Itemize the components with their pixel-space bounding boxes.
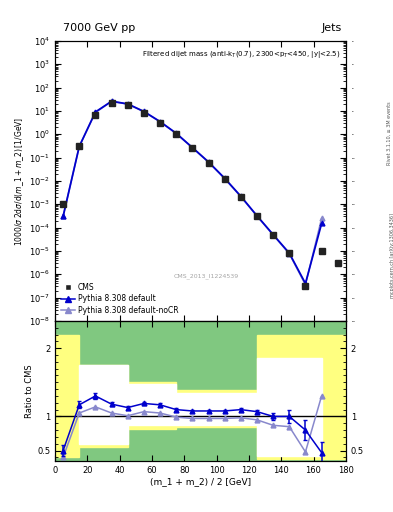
Bar bbox=[257, 358, 321, 456]
Bar bbox=[128, 382, 176, 429]
Bar bbox=[55, 334, 79, 457]
Text: Rivet 3.1.10, ≥ 3M events: Rivet 3.1.10, ≥ 3M events bbox=[387, 101, 391, 165]
Text: Filtered dijet mass (anti-k$_T$(0.7), 2300<p$_T$<450, |y|<2.5): Filtered dijet mass (anti-k$_T$(0.7), 23… bbox=[142, 49, 341, 60]
Bar bbox=[257, 334, 321, 459]
Y-axis label: Ratio to CMS: Ratio to CMS bbox=[25, 364, 34, 418]
Text: CMS_2013_I1224539: CMS_2013_I1224539 bbox=[174, 273, 239, 279]
Text: mcplots.cern.ch [arXiv:1306.3436]: mcplots.cern.ch [arXiv:1306.3436] bbox=[390, 214, 393, 298]
Bar bbox=[79, 365, 128, 444]
Bar bbox=[79, 365, 128, 447]
X-axis label: (m_1 + m_2) / 2 [GeV]: (m_1 + m_2) / 2 [GeV] bbox=[150, 477, 251, 486]
Legend: CMS, Pythia 8.308 default, Pythia 8.308 default-noCR: CMS, Pythia 8.308 default, Pythia 8.308 … bbox=[59, 281, 181, 317]
Y-axis label: $1000/\sigma\,2\mathrm{d}\sigma/\mathrm{d}(m\_1 + m\_2)\,[1/\mathrm{GeV}]$: $1000/\sigma\,2\mathrm{d}\sigma/\mathrm{… bbox=[13, 116, 26, 246]
Bar bbox=[176, 391, 257, 428]
Text: Jets: Jets bbox=[321, 23, 342, 33]
Bar bbox=[176, 393, 257, 425]
Text: 7000 GeV pp: 7000 GeV pp bbox=[63, 23, 135, 33]
Bar bbox=[128, 383, 176, 425]
Bar bbox=[321, 334, 346, 459]
